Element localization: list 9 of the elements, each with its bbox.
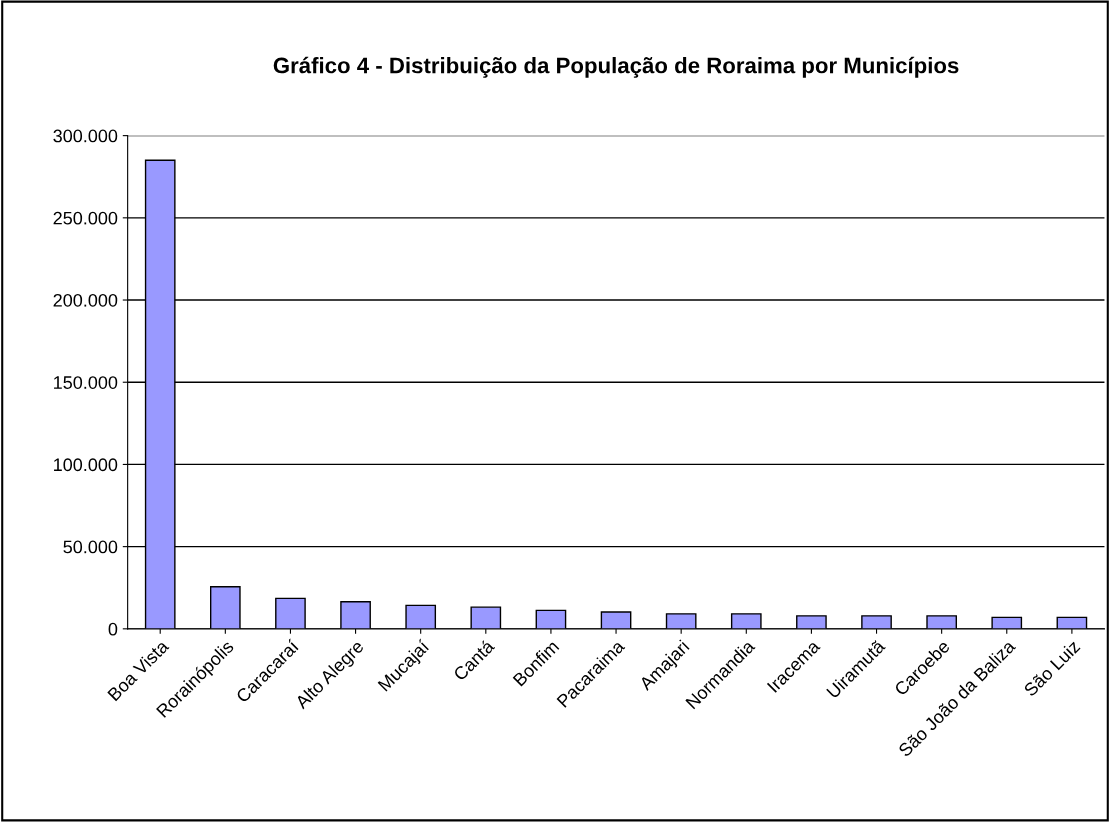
y-tick-label: 50.000 bbox=[63, 540, 118, 554]
y-tick-label: 200.000 bbox=[53, 293, 118, 307]
chart-title: Gráfico 4 - Distribuição da População de Roraima por Municípios bbox=[273, 56, 959, 78]
y-tick-label: 150.000 bbox=[54, 376, 118, 389]
y-tick-label: 250.000 bbox=[53, 211, 118, 225]
y-tick-label: 300.000 bbox=[53, 129, 118, 143]
y-tick-label: 100.000 bbox=[54, 458, 118, 472]
y-tick-label: 0 bbox=[108, 622, 118, 636]
x-tick-label: São Luiz bbox=[1022, 639, 1081, 698]
